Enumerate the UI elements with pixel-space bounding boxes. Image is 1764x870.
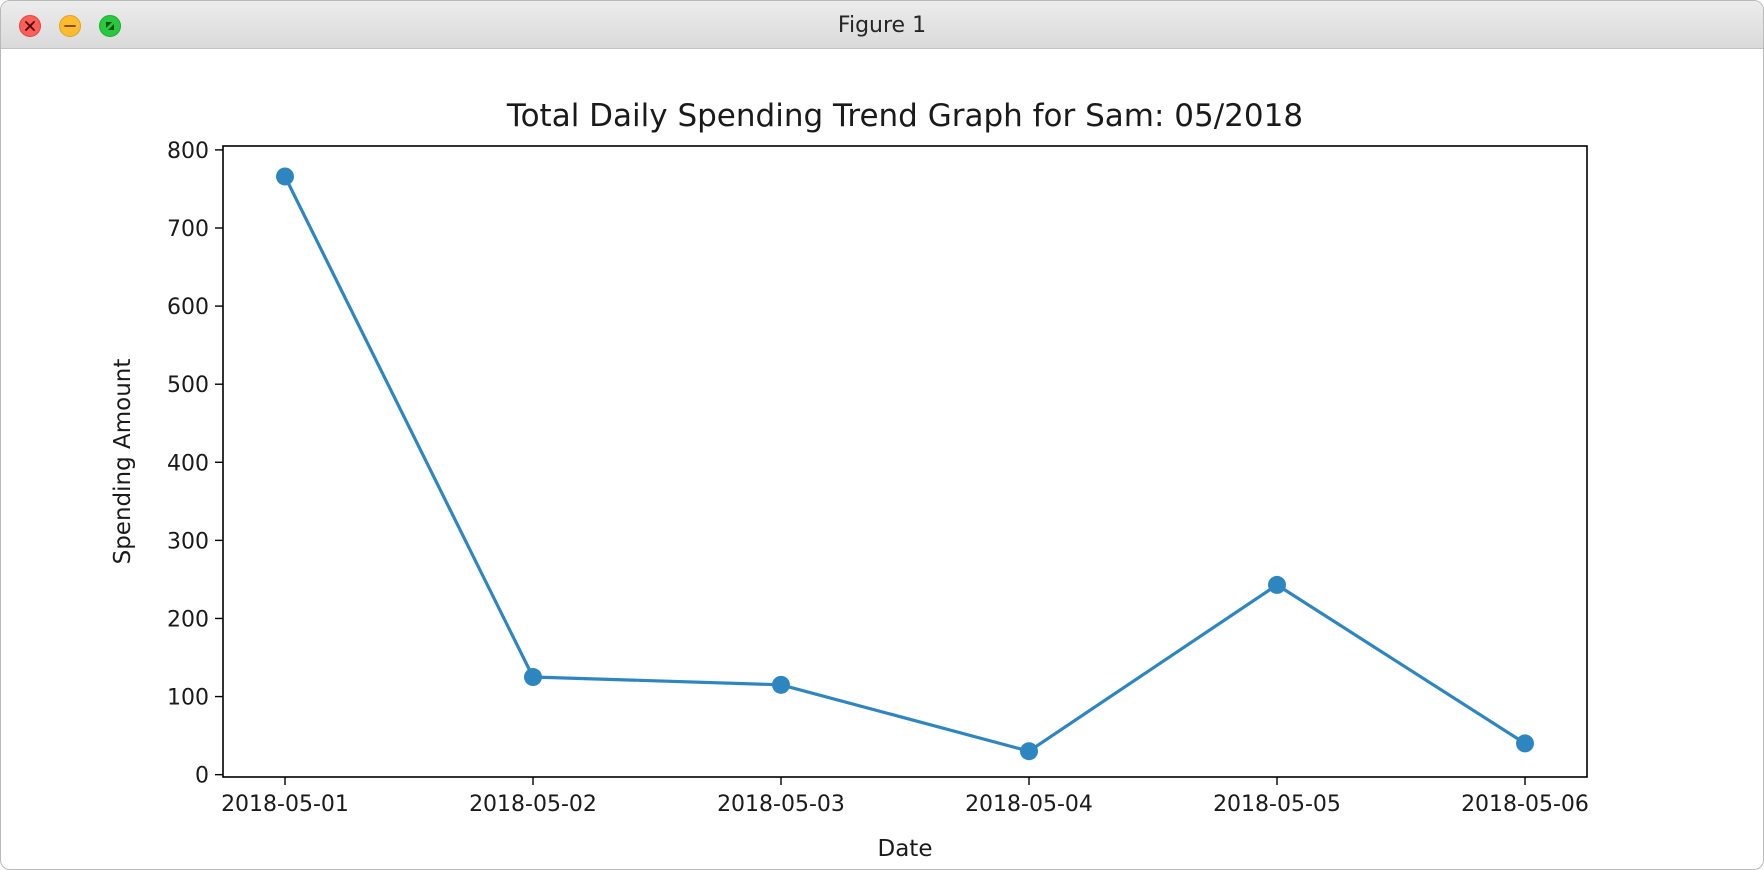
x-tick-label: 2018-05-05 — [1213, 792, 1341, 817]
data-point — [1268, 575, 1286, 594]
zoom-icon[interactable] — [99, 15, 121, 37]
data-point — [1516, 734, 1534, 753]
chart-title: Total Daily Spending Trend Graph for Sam… — [506, 98, 1303, 134]
title-bar[interactable]: Figure 1 — [1, 1, 1763, 49]
y-tick-label: 100 — [167, 686, 209, 711]
x-tick-label: 2018-05-02 — [469, 792, 597, 817]
x-tick-label: 2018-05-04 — [965, 792, 1093, 817]
y-tick-label: 400 — [167, 451, 209, 476]
y-tick-label: 700 — [167, 217, 209, 242]
y-tick-label: 500 — [167, 373, 209, 398]
plot-frame — [222, 145, 1588, 778]
x-tick-label: 2018-05-06 — [1461, 792, 1589, 817]
data-point — [524, 668, 542, 687]
window-title: Figure 1 — [837, 13, 927, 38]
y-tick-label: 600 — [167, 295, 209, 320]
x-tick-label: 2018-05-03 — [717, 792, 845, 817]
y-tick-label: 300 — [167, 529, 209, 554]
data-point — [772, 675, 790, 694]
close-icon[interactable] — [19, 15, 41, 37]
x-axis-label: Date — [878, 836, 933, 862]
x-tick-label: 2018-05-01 — [221, 792, 349, 817]
data-point — [1020, 742, 1038, 761]
minimize-icon[interactable] — [59, 15, 81, 37]
y-tick-label: 200 — [167, 607, 209, 632]
y-tick-label: 0 — [195, 764, 209, 789]
y-axis-label: Spending Amount — [110, 359, 136, 565]
series-line — [283, 175, 1526, 753]
figure-canvas: Total Daily Spending Trend Graph for Sam… — [110, 98, 1589, 862]
data-point — [276, 167, 294, 186]
y-tick-label: 800 — [167, 139, 209, 164]
